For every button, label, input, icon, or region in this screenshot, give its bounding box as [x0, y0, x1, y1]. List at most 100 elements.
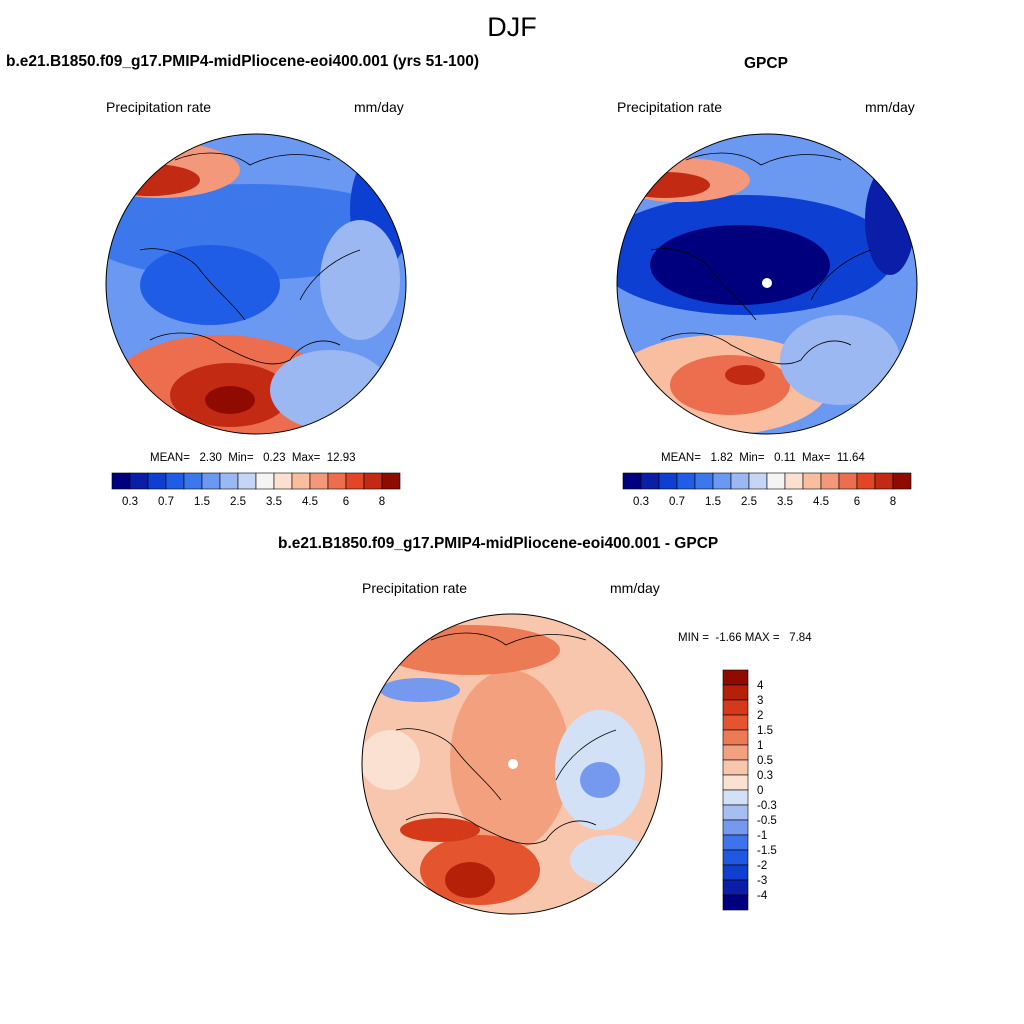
model-colorbar-box: [363, 472, 383, 490]
model-colorbar: 0.3 0.7 1.5 2.5 3.5 4.5 6 8: [111, 472, 401, 508]
diff-colorbar-box: [722, 879, 749, 896]
diff-colorbar-tick-label: -3: [757, 875, 767, 887]
diff-coastlines: [395, 632, 617, 845]
diff-colorbar-box: [722, 804, 749, 821]
diff-colorbar-box: [722, 864, 749, 881]
model-colorbar-box: [345, 472, 365, 490]
model-colorbar-box: [237, 472, 257, 490]
obs-colorbar-box: [730, 472, 750, 490]
obs-colorbar-box: [694, 472, 714, 490]
diff-colorbar-tick-label: 0.3: [757, 770, 773, 782]
diff-colorbar-tick-label: 1.5: [757, 725, 773, 737]
obs-units-label: mm/day: [865, 99, 915, 115]
obs-colorbar: 0.3 0.7 1.5 2.5 3.5 4.5 6 8: [622, 472, 912, 508]
obs-colorbar-tick-label: 4.5: [813, 496, 829, 508]
model-colorbar-box: [219, 472, 239, 490]
figure-title: DJF: [487, 12, 537, 42]
model-colorbar-box: [255, 472, 275, 490]
model-colorbar-box: [183, 472, 203, 490]
model-colorbar-box: [273, 472, 293, 490]
model-colorbar-tick-label: 8: [379, 496, 385, 508]
obs-colorbar-box: [676, 472, 696, 490]
diff-colorbar-box: [722, 759, 749, 776]
diff-colorbar: 4 3 2 1.5 1 0.5 0.3 0 -0.3 -0.5 -1 -1.5 -2 -3 -4: [722, 669, 777, 911]
obs-colorbar-box: [658, 472, 678, 490]
model-colorbar-tick-label: 4.5: [302, 496, 318, 508]
model-colorbar-tick-label: 0.7: [158, 496, 174, 508]
diff-colorbar-tick-label: -4: [757, 890, 768, 902]
diff-colorbar-tick-label: -2: [757, 860, 767, 872]
model-variable-label: Precipitation rate: [106, 99, 212, 115]
diff-polar-map: [361, 613, 663, 915]
obs-colorbar-tick-label: 0.7: [669, 496, 685, 508]
obs-colorbar-tick-label: 8: [890, 496, 896, 508]
diff-colorbar-tick-label: 0: [757, 785, 763, 797]
model-colorbar-box: [129, 472, 149, 490]
obs-panel-title: GPCP: [744, 55, 788, 72]
obs-colorbar-tick-label: 6: [854, 496, 860, 508]
model-colorbar-tick-label: 2.5: [230, 496, 246, 508]
model-colorbar-box: [327, 472, 347, 490]
model-colorbar-box: [309, 472, 329, 490]
diff-colorbar-box: [722, 714, 749, 731]
obs-coastlines: [650, 152, 872, 365]
diff-variable-label: Precipitation rate: [362, 580, 468, 596]
model-stats: MEAN= 2.30 Min= 0.23 Max= 12.93: [150, 452, 356, 464]
obs-stats: MEAN= 1.82 Min= 0.11 Max= 11.64: [661, 452, 865, 464]
diff-colorbar-box: [722, 744, 749, 761]
diff-colorbar-tick-label: -1.5: [757, 845, 777, 857]
model-panel-title: b.e21.B1850.f09_g17.PMIP4-midPliocene-eo…: [6, 53, 479, 70]
model-colorbar-box: [291, 472, 311, 490]
obs-polar-map: [616, 133, 918, 435]
obs-colorbar-box: [856, 472, 876, 490]
diff-panel-title: b.e21.B1850.f09_g17.PMIP4-midPliocene-eo…: [278, 535, 719, 552]
diff-colorbar-tick-label: 3: [757, 695, 763, 707]
obs-colorbar-tick-label: 0.3: [633, 496, 649, 508]
obs-colorbar-box: [874, 472, 894, 490]
obs-pole-hole: [762, 278, 772, 288]
diff-colorbar-tick-label: -0.5: [757, 815, 777, 827]
diff-colorbar-box: [722, 834, 749, 851]
diff-colorbar-box: [722, 684, 749, 701]
model-polar-map: [105, 133, 407, 435]
obs-variable-label: Precipitation rate: [617, 99, 723, 115]
diff-colorbar-tick-label: 4: [757, 680, 764, 692]
model-colorbar-box: [165, 472, 185, 490]
diff-colorbar-tick-label: 0.5: [757, 755, 773, 767]
diff-colorbar-tick-label: -1: [757, 830, 767, 842]
diff-stats: MIN = -1.66 MAX = 7.84: [678, 632, 812, 644]
obs-colorbar-box: [748, 472, 768, 490]
obs-colorbar-box: [820, 472, 840, 490]
model-colorbar-tick-label: 1.5: [194, 496, 210, 508]
diff-colorbar-box: [722, 669, 749, 686]
obs-colorbar-box: [892, 472, 912, 490]
obs-colorbar-box: [712, 472, 732, 490]
obs-colorbar-box: [838, 472, 858, 490]
diff-colorbar-tick-label: 1: [757, 740, 763, 752]
diff-units-label: mm/day: [610, 580, 660, 596]
model-colorbar-tick-label: 6: [343, 496, 349, 508]
obs-colorbar-tick-label: 3.5: [777, 496, 793, 508]
diff-colorbar-box: [722, 789, 749, 806]
diff-colorbar-box: [722, 729, 749, 746]
model-colorbar-tick-label: 0.3: [122, 496, 138, 508]
diff-colorbar-tick-label: -0.3: [757, 800, 777, 812]
model-colorbar-tick-label: 3.5: [266, 496, 282, 508]
diff-colorbar-box: [722, 699, 749, 716]
obs-colorbar-tick-label: 2.5: [741, 496, 757, 508]
diff-colorbar-box: [722, 849, 749, 866]
obs-colorbar-box: [802, 472, 822, 490]
model-coastlines: [139, 152, 361, 365]
diff-colorbar-box: [722, 774, 749, 791]
obs-colorbar-box: [640, 472, 660, 490]
obs-colorbar-tick-label: 1.5: [705, 496, 721, 508]
model-units-label: mm/day: [354, 99, 404, 115]
model-colorbar-box: [381, 472, 401, 490]
obs-colorbar-box: [766, 472, 786, 490]
obs-colorbar-box: [622, 472, 642, 490]
obs-colorbar-box: [784, 472, 804, 490]
model-colorbar-box: [111, 472, 131, 490]
model-colorbar-box: [201, 472, 221, 490]
diff-colorbar-box: [722, 894, 749, 911]
